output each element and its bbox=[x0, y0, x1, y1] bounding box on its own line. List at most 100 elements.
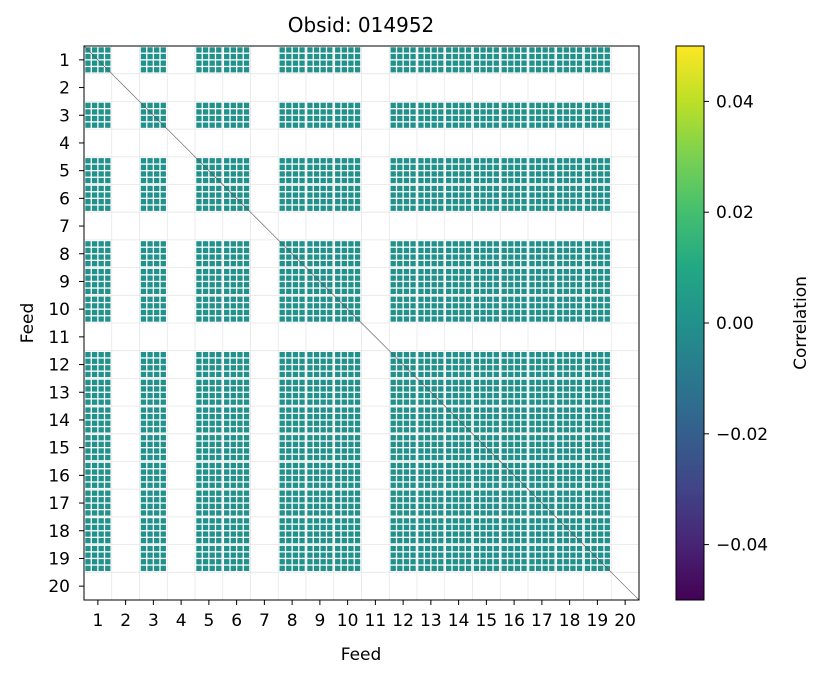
heatmap-cell bbox=[493, 109, 499, 115]
heatmap-cell bbox=[397, 435, 403, 441]
heatmap-cell bbox=[473, 296, 480, 302]
heatmap-cell bbox=[397, 309, 403, 316]
heatmap-cell bbox=[563, 510, 569, 516]
heatmap-cell bbox=[480, 407, 486, 413]
heatmap-cell bbox=[459, 386, 465, 392]
heatmap-cell bbox=[501, 371, 507, 378]
heatmap-cell bbox=[591, 67, 597, 73]
heatmap-cell bbox=[154, 47, 160, 53]
heatmap-cell bbox=[286, 275, 292, 281]
heatmap-cell bbox=[521, 282, 527, 288]
heatmap-cell bbox=[549, 482, 555, 488]
heatmap-cell bbox=[91, 420, 98, 426]
heatmap-cell bbox=[286, 192, 292, 198]
heatmap-cell bbox=[529, 47, 535, 53]
heatmap-cell bbox=[354, 399, 361, 405]
heatmap-cell bbox=[243, 53, 250, 60]
heatmap-cell bbox=[570, 482, 576, 488]
heatmap-cell bbox=[335, 518, 341, 524]
heatmap-cell bbox=[459, 241, 465, 247]
heatmap-cell bbox=[230, 518, 236, 524]
heatmap-cell bbox=[521, 316, 527, 322]
heatmap-cell bbox=[286, 47, 292, 53]
heatmap-cell bbox=[542, 247, 548, 254]
heatmap-cell bbox=[424, 524, 431, 531]
heatmap-cell bbox=[480, 510, 486, 516]
heatmap-cell bbox=[292, 497, 299, 503]
y-axis-label: Feed bbox=[18, 303, 38, 344]
heatmap-cell bbox=[147, 177, 153, 184]
heatmap-cell bbox=[438, 524, 444, 531]
heatmap-cell bbox=[542, 371, 548, 378]
heatmap-cell bbox=[105, 192, 111, 198]
heatmap-cell bbox=[105, 371, 111, 378]
heatmap-cell bbox=[521, 407, 527, 413]
heatmap-cell bbox=[140, 490, 147, 496]
heatmap-cell bbox=[452, 247, 458, 254]
heatmap-cell bbox=[299, 441, 305, 447]
heatmap-cell bbox=[431, 254, 437, 260]
heatmap-cell bbox=[243, 67, 250, 73]
heatmap-cell bbox=[584, 164, 591, 170]
heatmap-cell bbox=[424, 358, 431, 364]
heatmap-cell bbox=[563, 476, 569, 482]
heatmap-cell bbox=[98, 205, 104, 211]
heatmap-cell bbox=[563, 518, 569, 524]
heatmap-cell bbox=[576, 490, 583, 496]
heatmap-cell bbox=[397, 503, 403, 509]
heatmap-cell bbox=[299, 497, 305, 503]
heatmap-cell bbox=[237, 371, 243, 378]
heatmap-cell bbox=[535, 309, 542, 316]
heatmap-cell bbox=[431, 476, 437, 482]
heatmap-cell bbox=[598, 524, 604, 531]
heatmap-cell bbox=[224, 510, 230, 516]
heatmap-cell bbox=[493, 47, 499, 53]
heatmap-cell bbox=[335, 365, 341, 371]
heatmap-cell bbox=[410, 205, 416, 211]
diagonal-mark bbox=[194, 156, 223, 185]
heatmap-cell bbox=[431, 122, 437, 128]
heatmap-cell bbox=[320, 164, 326, 170]
heatmap-cell bbox=[202, 358, 209, 364]
heatmap-cell bbox=[521, 469, 527, 475]
heatmap-cell bbox=[535, 102, 542, 108]
heatmap-cell bbox=[105, 448, 111, 454]
heatmap-cell bbox=[202, 352, 209, 358]
heatmap-cell bbox=[557, 392, 563, 399]
heatmap-cell bbox=[487, 122, 493, 128]
heatmap-cell bbox=[335, 476, 341, 482]
heatmap-cell bbox=[452, 482, 458, 488]
heatmap-cell bbox=[480, 171, 486, 177]
heatmap-cell bbox=[549, 164, 555, 170]
heatmap-cell bbox=[196, 524, 202, 531]
heatmap-cell bbox=[397, 60, 403, 66]
heatmap-cell bbox=[501, 316, 507, 322]
heatmap-cell bbox=[508, 241, 514, 247]
heatmap-cell bbox=[514, 115, 521, 122]
heatmap-cell bbox=[598, 303, 604, 309]
heatmap-cell bbox=[307, 552, 313, 558]
heatmap-cell bbox=[348, 53, 354, 60]
heatmap-cell bbox=[452, 565, 458, 571]
heatmap-cell bbox=[196, 67, 202, 73]
heatmap-cell bbox=[514, 254, 521, 260]
heatmap-cell bbox=[418, 365, 424, 371]
heatmap-cell bbox=[570, 282, 576, 288]
x-tick-label: 10 bbox=[337, 611, 359, 631]
heatmap-cell bbox=[307, 47, 313, 53]
heatmap-cell bbox=[473, 559, 480, 565]
heatmap-cell bbox=[91, 441, 98, 447]
heatmap-cell bbox=[286, 518, 292, 524]
heatmap-cell bbox=[85, 352, 91, 358]
heatmap-cell bbox=[196, 288, 202, 294]
heatmap-cell bbox=[237, 414, 243, 420]
heatmap-cell bbox=[307, 261, 313, 267]
heatmap-cell bbox=[348, 379, 354, 385]
heatmap-cell bbox=[224, 482, 230, 488]
heatmap-cell bbox=[313, 371, 320, 378]
heatmap-cell bbox=[313, 559, 320, 565]
heatmap-cell bbox=[196, 462, 202, 469]
heatmap-cell bbox=[348, 275, 354, 281]
heatmap-cell bbox=[160, 282, 166, 288]
heatmap-cell bbox=[576, 435, 583, 441]
